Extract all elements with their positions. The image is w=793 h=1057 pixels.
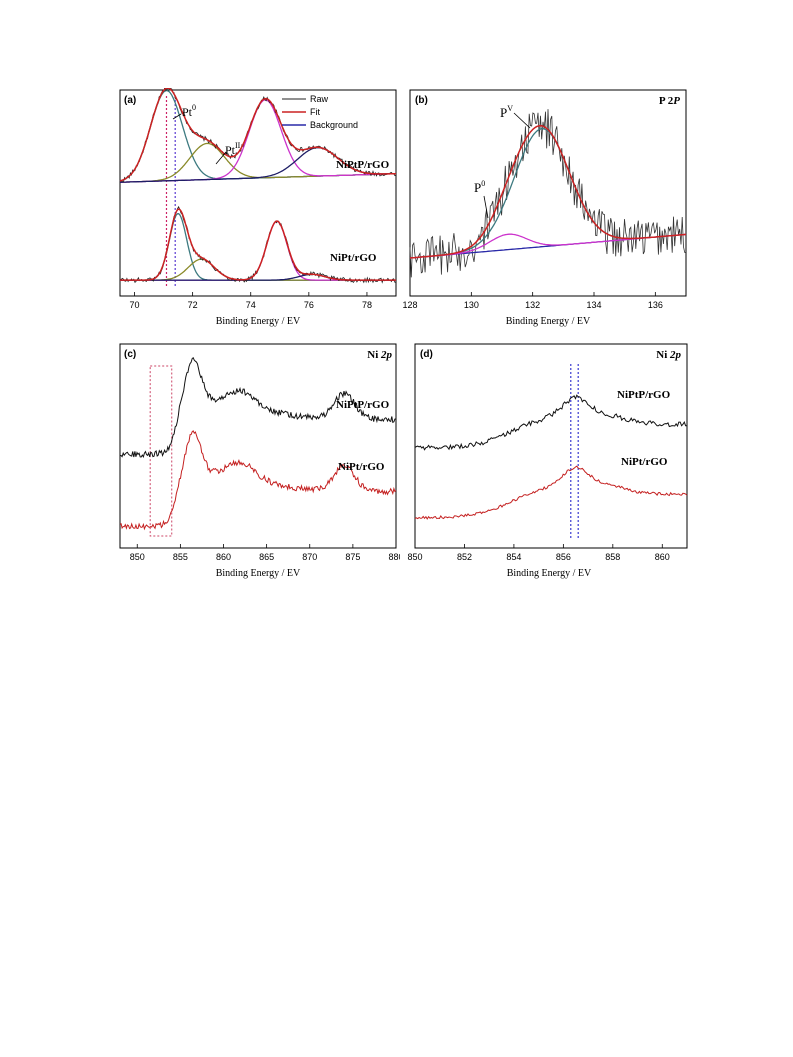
legend-label-background: Background (310, 120, 358, 130)
sample-label-niptp: NiPtP/rGO (617, 389, 671, 401)
sample-label-nipt: NiPt/rGO (338, 461, 385, 473)
plot-frame (409, 89, 687, 297)
arrow-ptII (215, 151, 227, 165)
x-tick-label: 74 (246, 300, 256, 310)
x-axis-label: Binding Energy / EV (216, 568, 301, 579)
panel-label: (c) (124, 349, 136, 360)
x-tick-label: 76 (304, 300, 314, 310)
chart-c-svg: (c) Ni 2p 850 855 860 865 870 875 880 Binding … (119, 343, 404, 579)
component-peak-4 (120, 273, 396, 281)
plot-frame (414, 343, 688, 549)
fit-line (120, 208, 396, 281)
panel-label: (a) (124, 95, 136, 106)
x-tick-label: 855 (173, 552, 188, 562)
x-tick-label: 880 (388, 552, 400, 562)
x-tick-label: 850 (407, 552, 422, 562)
fit-line (409, 124, 687, 259)
chart-d-svg: (d) Ni 2p 850 852 854 856 858 860 Binding Ene… (407, 343, 688, 579)
arrow-pt0 (172, 113, 182, 120)
component-peak-1 (409, 128, 687, 259)
sample-label-nipt: NiPt/rGO (330, 252, 377, 264)
panel-c: (c) Ni 2p 850 855 860 865 870 875 880 Binding … (110, 342, 404, 590)
x-tick-label: 856 (556, 552, 571, 562)
x-tick-label: 860 (655, 552, 670, 562)
sample-label-nipt: NiPt/rGO (621, 456, 668, 468)
x-tick-label: 128 (402, 300, 417, 310)
legend: Raw Fit Background (282, 94, 358, 130)
plot-frame (119, 89, 397, 297)
x-tick-label: 870 (302, 552, 317, 562)
x-tick-label: 70 (130, 300, 140, 310)
fit-line (119, 87, 396, 182)
x-tick-label: 860 (216, 552, 231, 562)
x-tick-label: 852 (457, 552, 472, 562)
x-tick-label: 130 (464, 300, 479, 310)
x-tick-label: 136 (648, 300, 663, 310)
x-axis-label: Binding Energy / EV (506, 316, 591, 327)
x-tick-label: 134 (586, 300, 601, 310)
annotation-pv: PV (500, 104, 513, 120)
legend-label-raw: Raw (310, 94, 329, 104)
chart-b-svg: (b) P 2P 128 130 132 134 136 Binding Energy … (402, 89, 687, 327)
spectrum-line-2 (119, 430, 397, 531)
spectrum-line-2 (414, 465, 688, 520)
x-tick-label: 72 (188, 300, 198, 310)
raw-line (409, 109, 687, 278)
spectrum-line-1 (414, 394, 687, 451)
panel-title: Ni 2p (367, 349, 392, 361)
panel-label: (b) (415, 95, 428, 106)
legend-label-fit: Fit (310, 107, 320, 117)
panel-d: (d) Ni 2p 850 852 854 856 858 860 Binding Ene… (405, 342, 695, 590)
sample-label-niptp: NiPtP/rGO (336, 399, 390, 411)
x-axis-label: Binding Energy / EV (216, 316, 301, 327)
annotation-pt0: Pt0 (182, 103, 196, 119)
x-tick-label: 850 (130, 552, 145, 562)
raw-line (119, 85, 397, 183)
arrow-pv (513, 112, 531, 129)
plot-frame (119, 343, 397, 549)
x-axis-label: Binding Energy / EV (507, 568, 592, 579)
annotation-p0: P0 (474, 179, 485, 195)
annotation-ptII: PtII (225, 141, 241, 157)
panel-b: (b) P 2P 128 130 132 134 136 Binding Energy … (400, 88, 694, 338)
panel-label: (d) (420, 349, 433, 360)
arrow-p0 (483, 195, 489, 219)
x-tick-label: 858 (605, 552, 620, 562)
panel-title: Ni 2p (656, 349, 681, 361)
x-tick-label: 78 (362, 300, 372, 310)
sample-label-niptp: NiPtP/rGO (336, 159, 390, 171)
panel-a: (a) 70 72 74 76 78 Binding Energy / EV Raw F… (110, 85, 400, 338)
chart-a-svg: (a) 70 72 74 76 78 Binding Energy / EV Raw F… (119, 85, 397, 327)
spectrum-line-1 (119, 357, 397, 459)
x-tick-label: 132 (525, 300, 540, 310)
x-tick-label: 865 (259, 552, 274, 562)
x-tick-label: 854 (506, 552, 521, 562)
panel-title: P 2P (659, 95, 680, 107)
x-tick-label: 875 (345, 552, 360, 562)
